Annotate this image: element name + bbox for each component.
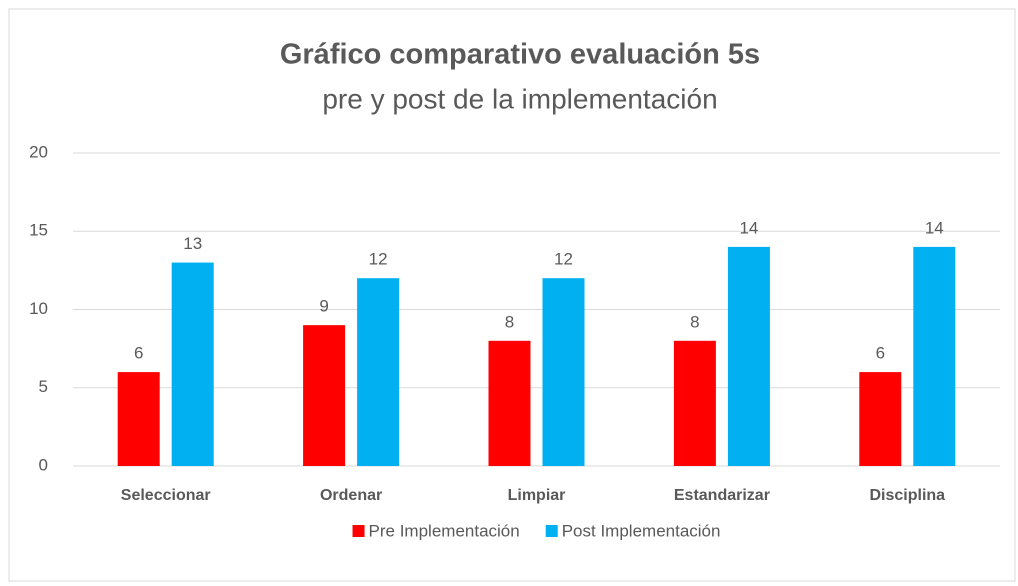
y-tick-label: 0 bbox=[39, 455, 48, 474]
data-label: 12 bbox=[369, 250, 388, 269]
x-tick-label: Seleccionar bbox=[121, 487, 211, 504]
bar bbox=[171, 262, 214, 466]
bar bbox=[357, 278, 400, 466]
legend-swatch bbox=[352, 525, 365, 537]
bar bbox=[673, 340, 716, 466]
data-label: 9 bbox=[319, 297, 328, 316]
bar bbox=[117, 372, 160, 466]
bar bbox=[727, 246, 770, 466]
chart-subtitle: pre y post de la implementación bbox=[322, 83, 717, 114]
x-tick-label: Disciplina bbox=[870, 487, 946, 504]
data-label: 13 bbox=[183, 234, 202, 253]
y-tick-label: 5 bbox=[39, 377, 48, 396]
bar bbox=[303, 325, 346, 466]
data-label: 14 bbox=[739, 218, 758, 237]
bar bbox=[542, 278, 585, 466]
legend-swatch bbox=[545, 525, 558, 537]
x-tick-label: Estandarizar bbox=[674, 487, 770, 504]
data-label: 8 bbox=[690, 312, 699, 331]
y-tick-label: 20 bbox=[29, 142, 48, 161]
x-tick-label: Ordenar bbox=[320, 487, 382, 504]
y-tick-label: 15 bbox=[29, 221, 48, 240]
data-label: 6 bbox=[876, 344, 885, 363]
data-label: 8 bbox=[505, 312, 514, 331]
data-label: 14 bbox=[925, 218, 944, 237]
y-tick-label: 10 bbox=[29, 299, 48, 318]
data-label: 12 bbox=[554, 250, 573, 269]
bar bbox=[488, 340, 531, 466]
bar bbox=[859, 372, 902, 466]
legend-label: Pre Implementación bbox=[369, 521, 520, 540]
data-label: 6 bbox=[134, 344, 143, 363]
x-tick-label: Limpiar bbox=[508, 487, 566, 504]
legend-label: Post Implementación bbox=[562, 521, 721, 540]
chart-title: Gráfico comparativo evaluación 5s bbox=[280, 39, 760, 71]
bar bbox=[913, 246, 956, 466]
